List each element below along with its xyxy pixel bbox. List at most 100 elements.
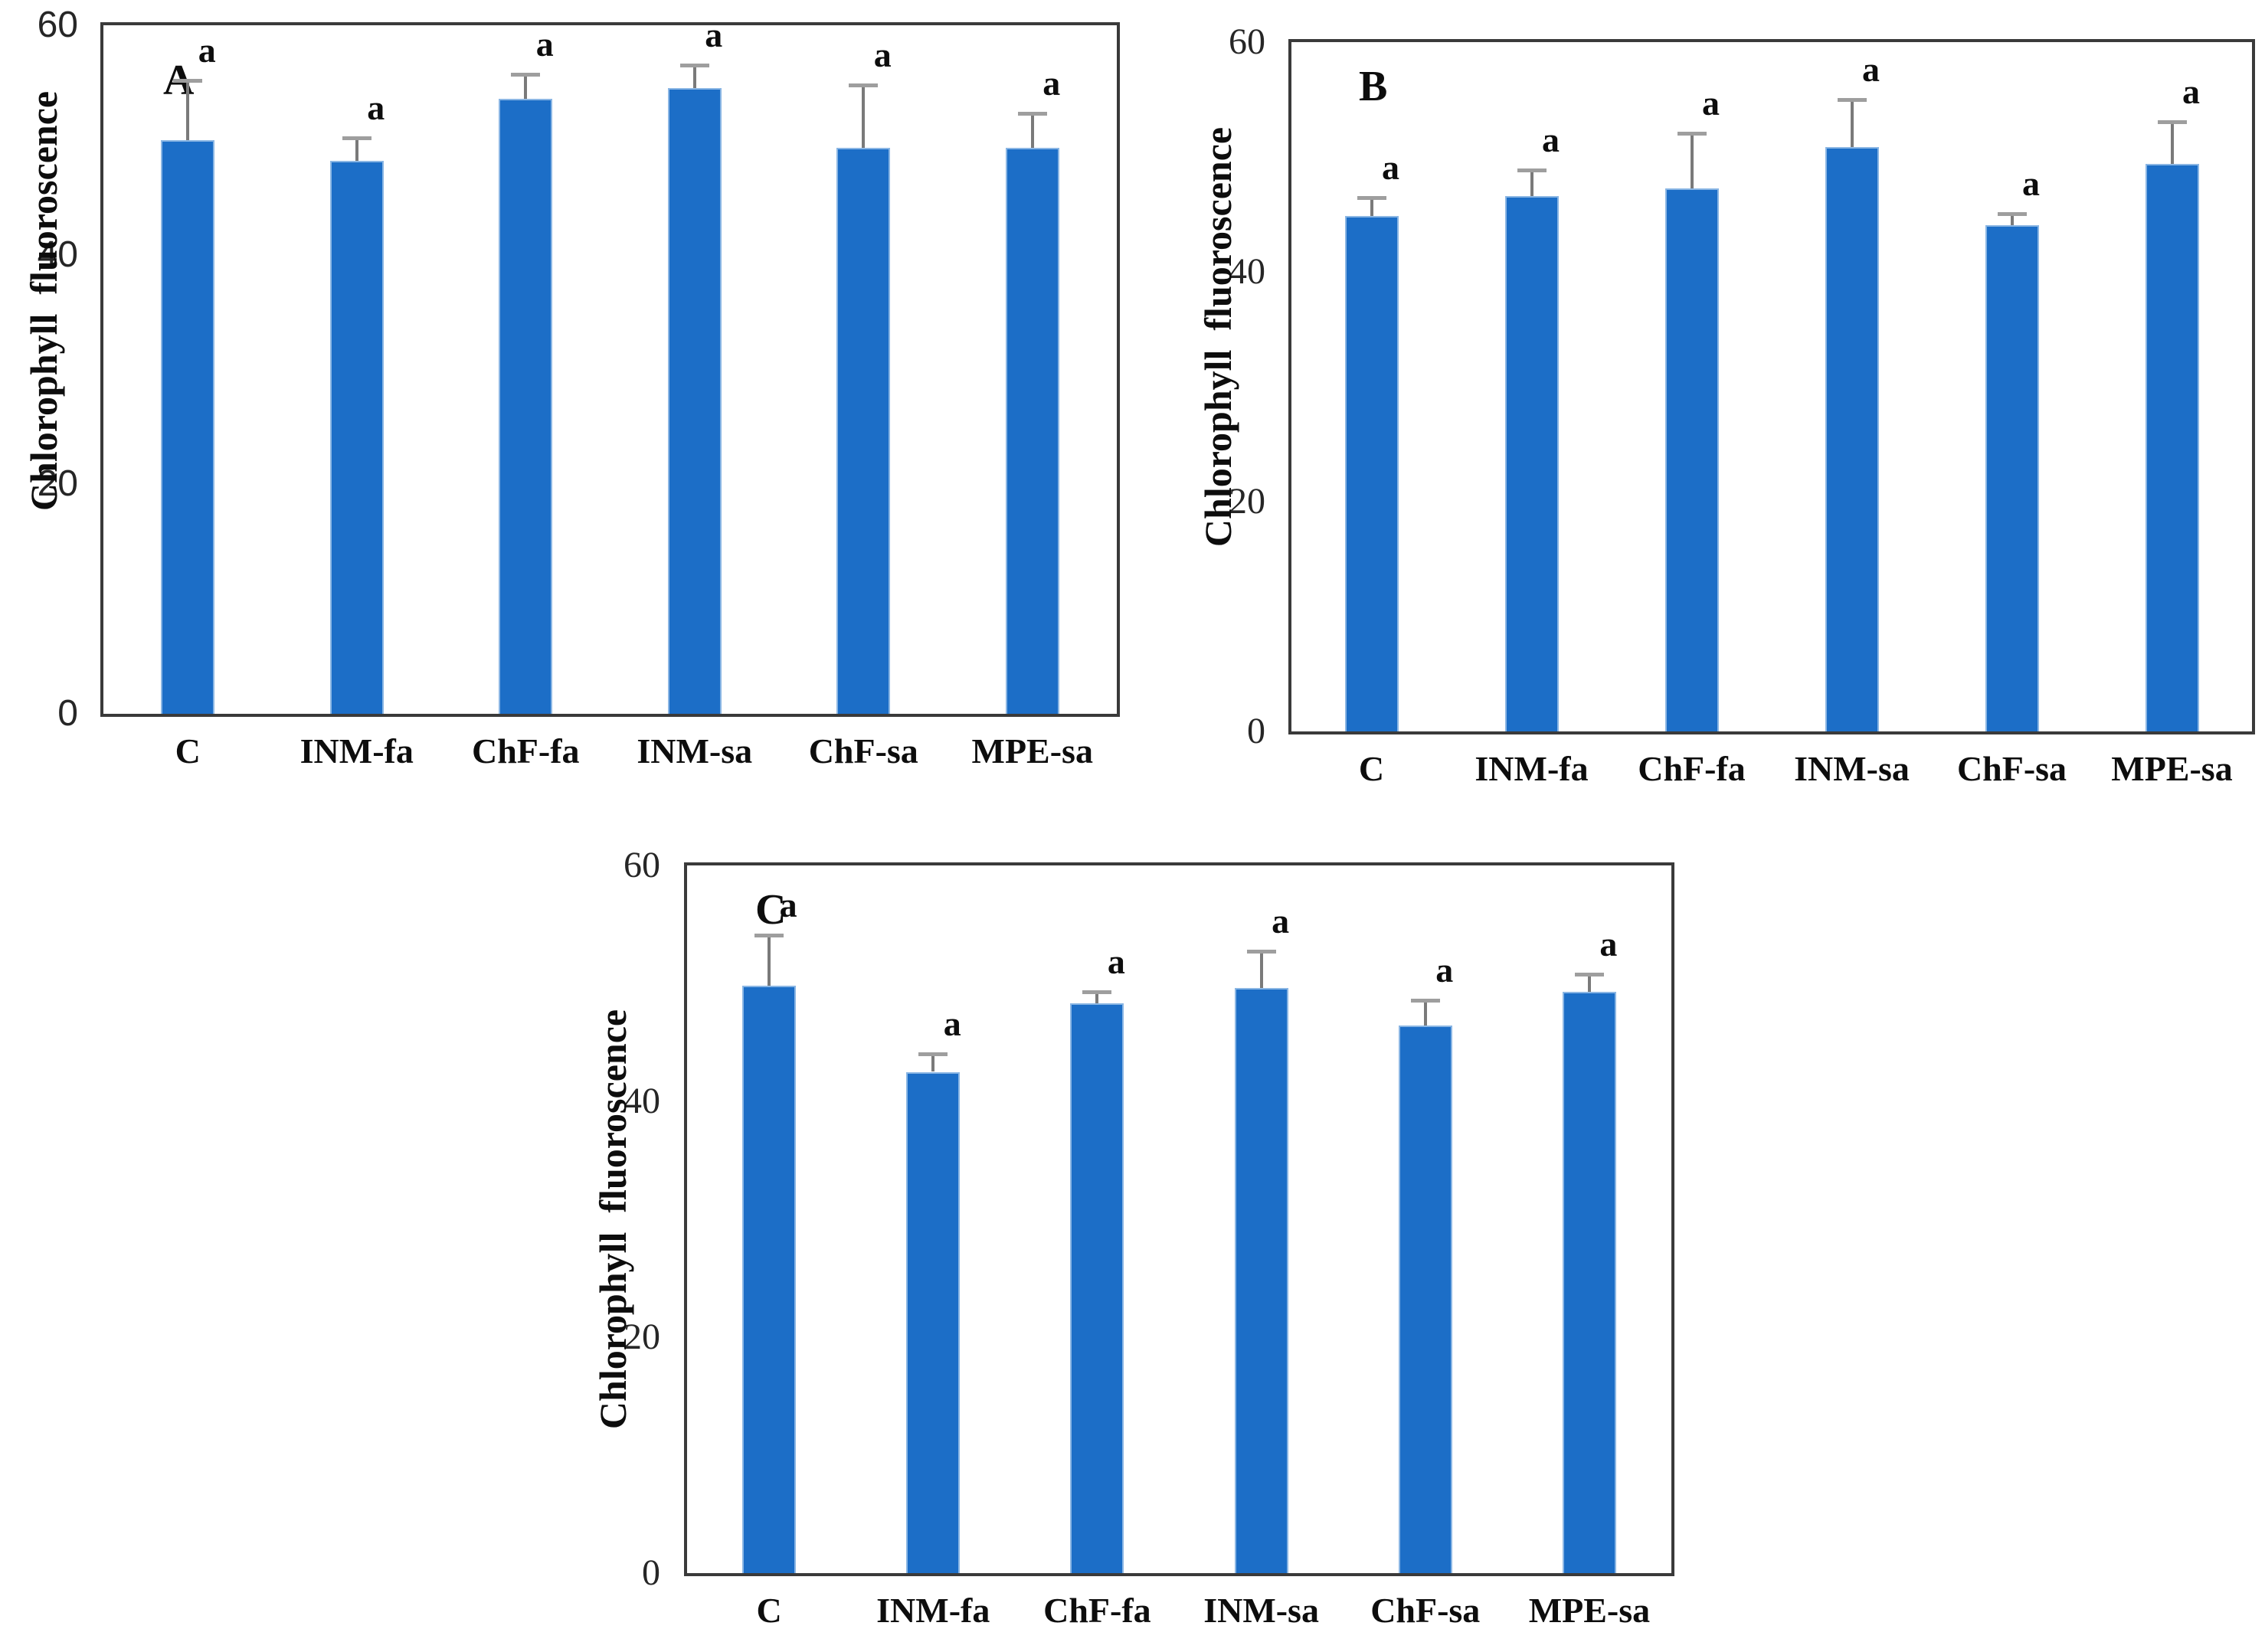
error-bar-cap [1410,998,1440,1003]
x-tick-label-inm-fa: INM-fa [876,1591,990,1630]
error-bar-cap [511,73,541,77]
bar-chf-sa [1985,224,2039,731]
y-tick-label: 60 [624,845,660,885]
significance-letter: a [2022,163,2040,203]
error-bar-stem [1030,113,1034,149]
error-bar-stem [1530,169,1533,196]
significance-letter: a [779,885,797,924]
y-tick-label: 60 [1229,21,1265,62]
significance-letter: a [367,87,385,127]
x-tick-label-chf-fa: ChF-fa [471,731,580,770]
error-bar-stem [1259,951,1263,989]
error-bar-stem [186,80,190,140]
x-tick-label-mpe-sa: MPE-sa [2111,749,2233,788]
error-bar-cap [1517,168,1547,172]
x-tick-label-inm-sa: INM-sa [1203,1591,1319,1630]
bar-chf-fa [499,98,553,714]
y-axis-title: Chlorophyll fluoroscence [591,1009,634,1430]
error-bar-stem [768,934,771,986]
significance-letter: a [1435,950,1454,990]
x-tick-label-inm-sa: INM-sa [637,731,753,770]
y-tick-label: 40 [624,1081,660,1121]
error-bar-cap [342,136,371,140]
error-bar-stem [1690,132,1694,188]
error-bar-stem [1370,197,1373,216]
panel-letter: B [1359,63,1388,110]
y-tick-label: 0 [57,693,78,734]
error-bar-cap [1677,131,1707,136]
significance-letter: a [1862,50,1880,89]
error-bar-cap [2157,119,2187,124]
error-bar-cap [1837,98,1867,102]
x-tick-label-c: C [1358,749,1385,788]
significance-letter: a [535,25,554,64]
significance-letter: a [2182,71,2200,111]
bar-c [161,139,215,714]
significance-letter: a [1107,941,1125,981]
error-bar-cap [1357,195,1386,200]
x-tick-label-chf-fa: ChF-fa [1043,1591,1151,1630]
x-tick-label-inm-sa: INM-sa [1794,749,1910,788]
error-bar-cap [754,933,784,937]
significance-letter: a [1599,924,1618,963]
error-bar-stem [2170,121,2174,164]
error-bar-stem [2010,213,2014,225]
bar-chf-sa [836,148,891,714]
bar-c [1344,215,1399,731]
significance-letter: a [1042,64,1061,103]
error-bar-stem [1850,100,1854,147]
bar-mpe-sa [1005,148,1059,714]
significance-letter: a [1272,901,1290,941]
error-bar-stem [862,84,866,149]
bar-mpe-sa [2145,164,2199,731]
error-bar-cap [1017,112,1047,116]
error-bar-cap [1574,972,1604,976]
x-tick-label-chf-fa: ChF-fa [1638,749,1746,788]
bar-inm-sa [667,88,722,714]
bar-chf-fa [1664,188,1719,731]
error-bar-stem [524,74,528,99]
bar-inm-sa [1234,988,1288,1573]
bar-inm-fa [1504,196,1559,731]
bar-c [742,986,797,1573]
bar-chf-sa [1398,1026,1452,1573]
significance-letter: a [943,1004,961,1044]
error-bar-stem [355,137,358,161]
panel-letter: C [755,886,787,934]
error-bar-stem [931,1054,935,1072]
x-tick-label-chf-sa: ChF-sa [1370,1591,1481,1630]
x-tick-label-chf-sa: ChF-sa [1956,749,2067,788]
error-bar-cap [1082,990,1112,994]
bar-mpe-sa [1562,991,1616,1573]
bar-inm-fa [906,1071,961,1573]
y-tick-label: 20 [37,463,78,505]
y-tick-label: 0 [642,1552,660,1593]
significance-letter: a [705,15,723,55]
significance-letter: a [1702,83,1720,123]
x-tick-label-chf-sa: ChF-sa [808,731,918,770]
bar-chf-fa [1070,1003,1124,1573]
y-tick-label: 0 [1247,711,1265,751]
x-tick-label-inm-fa: INM-fa [299,731,414,770]
x-tick-label-c: C [175,731,201,770]
significance-letter: a [873,34,892,74]
error-bar-cap [679,64,709,68]
error-bar-stem [1095,991,1099,1004]
x-tick-label-c: C [756,1591,782,1630]
error-bar-stem [692,65,696,89]
error-bar-cap [849,83,879,87]
significance-letter: a [198,30,216,70]
error-bar-cap [173,78,203,83]
y-tick-label: 40 [1229,251,1265,292]
bar-inm-fa [329,160,384,714]
y-tick-label: 20 [624,1317,660,1357]
error-bar-cap [1246,950,1276,954]
error-bar-stem [1423,999,1427,1026]
x-tick-label-inm-fa: INM-fa [1475,749,1589,788]
x-tick-label-mpe-sa: MPE-sa [1528,1591,1651,1630]
bar-inm-sa [1825,146,1879,731]
